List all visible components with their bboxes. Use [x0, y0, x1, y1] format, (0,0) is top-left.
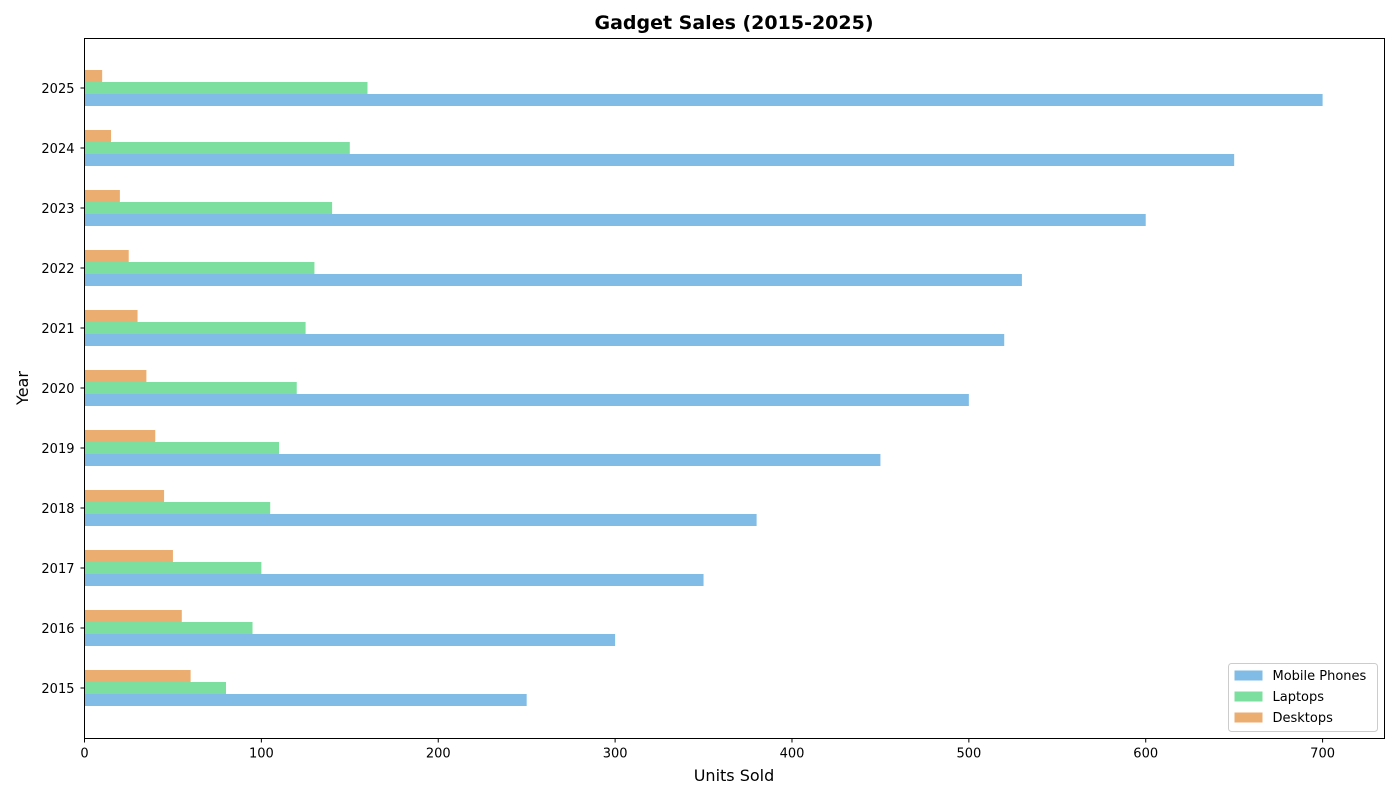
bar-laptops-2020 — [84, 382, 297, 394]
bar-mobile-phones-2017 — [84, 574, 704, 586]
y-tick-label: 2022 — [41, 262, 74, 277]
bar-mobile-phones-2023 — [84, 214, 1146, 226]
legend: Mobile Phones Laptops Desktops — [1228, 663, 1378, 732]
y-tick-label: 2023 — [41, 202, 74, 217]
y-tick-label: 2016 — [41, 622, 74, 637]
bar-laptops-2025 — [84, 82, 368, 94]
bar-mobile-phones-2016 — [84, 634, 616, 646]
y-tick-label: 2019 — [41, 442, 74, 457]
bar-mobile-phones-2018 — [84, 514, 757, 526]
bar-desktops-2015 — [84, 670, 191, 682]
bar-mobile-phones-2022 — [84, 274, 1022, 286]
bar-laptops-2024 — [84, 142, 350, 154]
x-tick-label: 100 — [249, 747, 274, 762]
bar-desktops-2018 — [84, 490, 165, 502]
legend-swatch-mobile-phones — [1234, 670, 1263, 681]
y-tick-label: 2015 — [41, 682, 74, 697]
bar-desktops-2022 — [84, 250, 129, 262]
bars — [84, 70, 1323, 706]
bar-mobile-phones-2025 — [84, 94, 1323, 106]
bar-mobile-phones-2019 — [84, 454, 881, 466]
bar-laptops-2022 — [84, 262, 315, 274]
legend-swatch-laptops — [1234, 691, 1263, 702]
bar-mobile-phones-2021 — [84, 334, 1005, 346]
bar-laptops-2021 — [84, 322, 306, 334]
y-tick-label: 2018 — [41, 502, 74, 517]
bar-mobile-phones-2020 — [84, 394, 969, 406]
bar-desktops-2021 — [84, 310, 138, 322]
chart-title: Gadget Sales (2015-2025) — [594, 12, 873, 34]
y-tick-label: 2021 — [41, 322, 74, 337]
bar-mobile-phones-2024 — [84, 154, 1235, 166]
x-tick-label: 300 — [603, 747, 628, 762]
bar-laptops-2018 — [84, 502, 271, 514]
y-tick-label: 2020 — [41, 382, 74, 397]
bar-laptops-2016 — [84, 622, 253, 634]
y-axis-ticks: 2015 2016 2017 2018 2019 2020 2021 2022 2023 2024… — [41, 82, 85, 697]
bar-desktops-2020 — [84, 370, 147, 382]
x-tick-label: 0 — [80, 747, 88, 762]
x-tick-label: 200 — [426, 747, 451, 762]
bar-mobile-phones-2015 — [84, 694, 527, 706]
y-tick-label: 2024 — [41, 142, 74, 157]
x-tick-label: 700 — [1310, 747, 1335, 762]
bar-desktops-2016 — [84, 610, 182, 622]
bar-desktops-2023 — [84, 190, 120, 202]
bar-desktops-2017 — [84, 550, 173, 562]
bar-laptops-2023 — [84, 202, 333, 214]
x-tick-label: 600 — [1133, 747, 1158, 762]
x-axis-ticks: 0 100 200 300 400 500 600 700 — [80, 738, 1335, 762]
x-axis-label: Units Sold — [694, 766, 775, 785]
bar-laptops-2015 — [84, 682, 226, 694]
y-tick-label: 2025 — [41, 82, 74, 97]
legend-swatch-desktops — [1234, 712, 1263, 723]
y-axis-label: Year — [13, 371, 32, 406]
legend-label-mobile-phones: Mobile Phones — [1273, 669, 1367, 684]
bar-desktops-2025 — [84, 70, 103, 82]
bar-desktops-2019 — [84, 430, 156, 442]
x-tick-label: 500 — [956, 747, 981, 762]
bar-desktops-2024 — [84, 130, 112, 142]
legend-label-desktops: Desktops — [1273, 711, 1334, 726]
bar-laptops-2019 — [84, 442, 280, 454]
legend-box — [1228, 663, 1378, 732]
bar-laptops-2017 — [84, 562, 262, 574]
x-tick-label: 400 — [780, 747, 805, 762]
y-tick-label: 2017 — [41, 562, 74, 577]
legend-label-laptops: Laptops — [1273, 690, 1325, 705]
